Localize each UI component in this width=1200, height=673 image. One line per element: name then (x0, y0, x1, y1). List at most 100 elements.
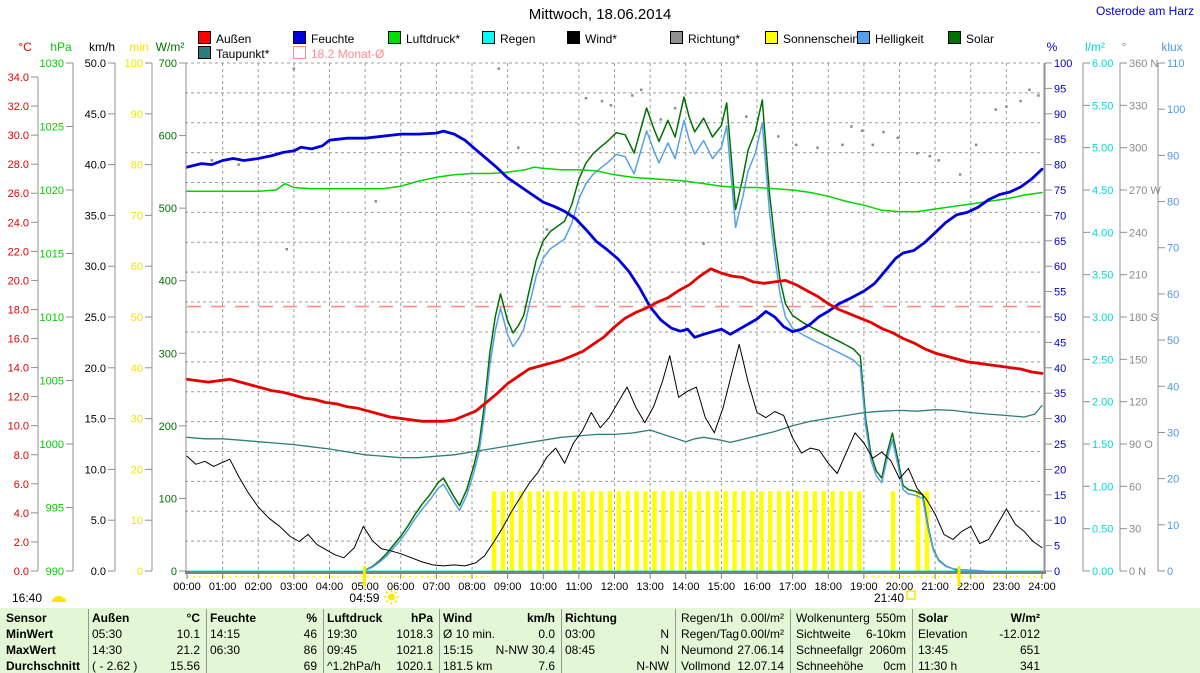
stat-cell-group0-row2: 14:30 21.2 (92, 642, 200, 658)
stat-cell-value: 27.06.14 (737, 643, 784, 657)
svg-text:18.0: 18.0 (8, 304, 29, 316)
legend-label-sonnenschein: Sonnenschein (783, 32, 860, 46)
svg-text:50: 50 (1167, 335, 1179, 347)
svg-text:W/m²: W/m² (156, 40, 185, 54)
stat-cell-label: Richtung (565, 611, 617, 625)
svg-text:0.50: 0.50 (1092, 524, 1113, 536)
svg-text:0 N: 0 N (1129, 566, 1146, 578)
stat-cell-group0-row1: 05:30 10.1 (92, 626, 200, 642)
stat-cell-group2-row0: Luftdruck hPa (327, 610, 433, 626)
sensor-stats-table: Sensor MinWert MaxWert Durchschnitt Außen °C 0… (0, 606, 1200, 673)
svg-text:22:00: 22:00 (957, 581, 985, 593)
svg-text:21:40: 21:40 (874, 591, 904, 605)
svg-text:3.50: 3.50 (1092, 270, 1113, 282)
stat-cell-label: ^1.2hPa/h (327, 659, 381, 673)
stat-cell-group1-row3: 69 (210, 658, 317, 673)
svg-text:400: 400 (159, 276, 177, 288)
stats-row-label-maxwert: MaxWert (6, 643, 56, 657)
legend-item-aussen: Außen (198, 31, 251, 46)
svg-text:30.0: 30.0 (8, 130, 29, 142)
legend-item-helligkeit: Helligkeit (857, 31, 924, 46)
svg-text:90: 90 (131, 109, 143, 121)
svg-text:1.50: 1.50 (1092, 439, 1113, 451)
stat-cell-value: 69 (303, 659, 317, 673)
svg-text:10: 10 (1054, 515, 1066, 527)
svg-text:1030: 1030 (40, 58, 64, 70)
legend-swatch-aussen (198, 31, 211, 44)
svg-text:19:00: 19:00 (850, 581, 878, 593)
stat-cell-label: 08:45 (565, 643, 596, 657)
axis-klux: 0 10 20 30 40 50 60 70 80 90 100 110 klux (1157, 40, 1185, 578)
stat-cell-value: 1018.3 (396, 627, 433, 641)
stat-cell-label: Wind (443, 611, 473, 625)
axis-wm: 0 100 200 300 400 500 600 700 W/m² (156, 40, 187, 578)
legend-label-regen: Regen (500, 32, 536, 46)
svg-text:40: 40 (1054, 363, 1066, 375)
legend-item-feuchte: Feuchte (293, 31, 355, 46)
stat-cell-group5-row2: Neumond 27.06.14 (681, 642, 784, 658)
axis-lm: 0.00 0.50 1.00 1.50 2.00 2.50 3.00 3.50 4.00 4.50… (1082, 40, 1113, 578)
stat-cell-group7-row1: Elevation -12.012 (918, 626, 1040, 642)
svg-text:26.0: 26.0 (8, 188, 29, 200)
legend-label-richtung: Richtung* (688, 32, 741, 46)
svg-text:95: 95 (1054, 83, 1066, 95)
stat-cell-label: Schneehöhe (796, 659, 864, 673)
direction-dots (210, 67, 1040, 251)
svg-text:11:00: 11:00 (566, 581, 593, 593)
svg-text:°C: °C (18, 40, 32, 54)
stat-cell-group2-row3: ^1.2hPa/h 1020.1 (327, 658, 433, 673)
series-taupunkt (186, 404, 1043, 459)
svg-text:60: 60 (1054, 261, 1066, 273)
stat-cell-group6-row2: Schneefallgr 2060m (796, 642, 906, 658)
series-wind (186, 343, 1043, 567)
stat-cell-label: 05:30 (92, 627, 123, 641)
svg-text:5.50: 5.50 (1092, 100, 1113, 112)
stat-cell-value: °C (186, 611, 200, 625)
svg-text:l/m²: l/m² (1085, 40, 1105, 54)
stats-column-separator (88, 609, 89, 673)
svg-text:0.00: 0.00 (1092, 566, 1113, 578)
stats-column-separator (439, 609, 440, 673)
svg-text:30: 30 (1054, 414, 1066, 426)
svg-text:14:00: 14:00 (672, 581, 700, 593)
stat-cell-value: W/m² (1010, 611, 1040, 625)
stat-cell-value: 341 (1019, 659, 1040, 673)
legend-item-regen: Regen (482, 31, 536, 46)
stat-cell-label: 15:15 (443, 643, 474, 657)
svg-text:12:00: 12:00 (601, 581, 629, 593)
svg-text:17:00: 17:00 (779, 581, 807, 593)
stat-cell-group3-row2: 15:15 N-NW 30.4 (443, 642, 555, 658)
svg-text:20: 20 (131, 464, 143, 476)
svg-text:3.00: 3.00 (1092, 312, 1113, 324)
svg-text:32.0: 32.0 (8, 101, 29, 113)
svg-text:60: 60 (1167, 289, 1179, 301)
svg-text:02:00: 02:00 (244, 581, 272, 593)
legend-item-solar: Solar (948, 31, 995, 46)
stat-cell-value: km/h (526, 611, 555, 625)
stat-cell-label: 06:30 (210, 643, 241, 657)
svg-text:500: 500 (159, 203, 177, 215)
svg-text:20:00: 20:00 (886, 581, 914, 593)
legend-swatch-richtung (670, 31, 683, 44)
svg-text:5.0: 5.0 (91, 515, 106, 527)
stat-cell-group7-row2: 13:45 651 (918, 642, 1040, 658)
stat-cell-group1-row1: 14:15 46 (210, 626, 317, 642)
stat-cell-group7-row3: 11:30 h 341 (918, 658, 1040, 673)
legend-label-feuchte: Feuchte (311, 32, 355, 46)
svg-text:05:00: 05:00 (351, 581, 379, 593)
axis-hpa: 990 995 1000 1005 1010 1015 1020 1025 1030 hPa (40, 40, 74, 578)
svg-text:80: 80 (1167, 197, 1179, 209)
svg-text:09:00: 09:00 (494, 581, 522, 593)
legend-label-solar: Solar (966, 32, 995, 46)
stat-cell-value: 651 (1019, 643, 1040, 657)
svg-text:13:00: 13:00 (636, 581, 664, 593)
svg-text:4.50: 4.50 (1092, 185, 1113, 197)
axis-: 0 N 30 60 90 O 120 150 180 S 210 240 270 W 300 330 3… (1119, 40, 1161, 578)
stat-cell-label: 19:30 (327, 627, 358, 641)
series-helligkeit (362, 119, 986, 572)
series-aussen (185, 267, 1044, 423)
svg-text:16.0: 16.0 (8, 334, 29, 346)
stat-cell-value: 2060m (869, 643, 906, 657)
stat-cell-value: 6-10km (865, 627, 906, 641)
